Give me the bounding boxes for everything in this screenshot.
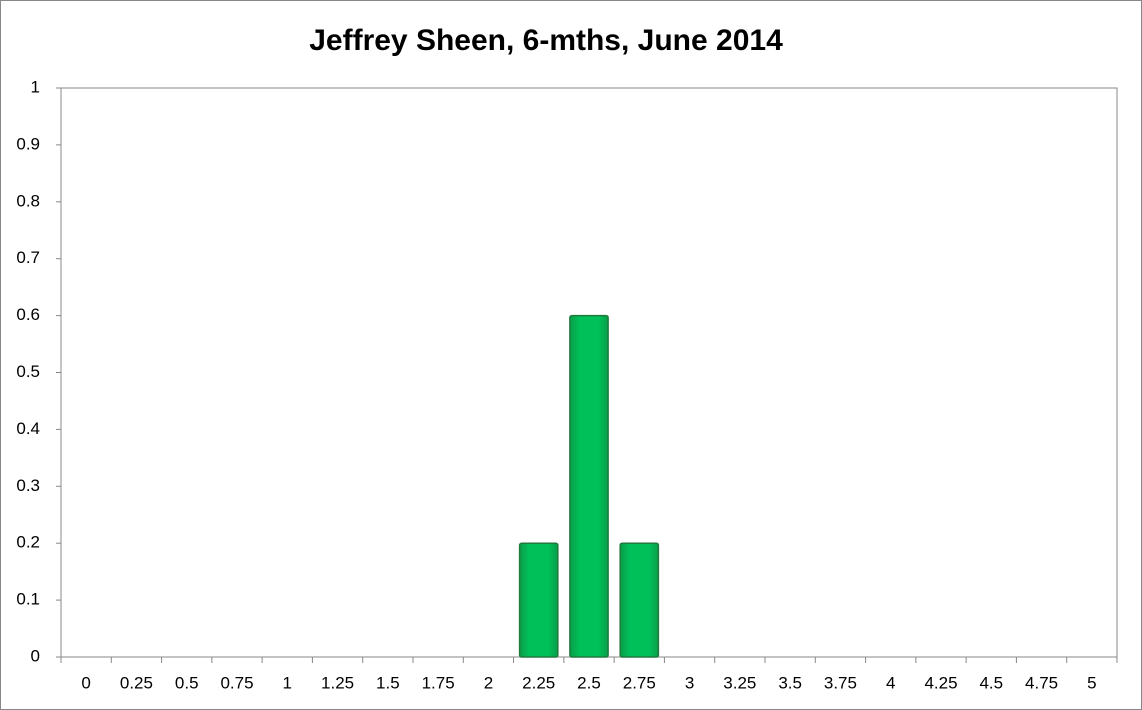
y-tick-label: 0.4 (16, 419, 40, 438)
x-tick-label: 1.75 (422, 673, 455, 692)
x-tick-label: 0.75 (220, 673, 253, 692)
y-tick-label: 0.6 (16, 305, 40, 324)
x-tick-label: 2.5 (577, 673, 601, 692)
x-tick-label: 2.25 (522, 673, 555, 692)
x-tick-label: 3.5 (778, 673, 802, 692)
x-tick-label: 1 (283, 673, 292, 692)
y-tick-label: 0.5 (16, 362, 40, 381)
x-tick-label: 0 (81, 673, 90, 692)
bar (569, 314, 609, 658)
x-tick-label: 4.5 (979, 673, 1003, 692)
x-tick-label: 2.75 (623, 673, 656, 692)
y-tick-label: 0.3 (16, 476, 40, 495)
x-tick-label: 3.75 (824, 673, 857, 692)
chart-title: Jeffrey Sheen, 6-mths, June 2014 (309, 24, 783, 57)
x-tick-label: 4.75 (1025, 673, 1058, 692)
x-tick-label: 0.5 (175, 673, 199, 692)
y-tick-label: 0.1 (16, 590, 40, 609)
bar (518, 542, 559, 658)
x-tick-label: 2 (484, 673, 493, 692)
x-tick-label: 3.25 (723, 673, 756, 692)
x-tick-label: 1.5 (376, 673, 400, 692)
y-tick-label: 0.2 (16, 533, 40, 552)
x-tick-label: 3 (685, 673, 694, 692)
y-tick-label: 1 (31, 77, 40, 96)
y-tick-label: 0.9 (16, 134, 40, 153)
x-tick-label: 4 (886, 673, 895, 692)
y-tick-label: 0.8 (16, 191, 40, 210)
y-tick-label: 0 (31, 646, 40, 665)
x-tick-label: 1.25 (321, 673, 354, 692)
x-tick-label: 4.25 (924, 673, 957, 692)
bar (619, 542, 660, 658)
x-tick-label: 5 (1087, 673, 1096, 692)
x-tick-label: 0.25 (120, 673, 153, 692)
y-tick-label: 0.7 (16, 248, 40, 267)
